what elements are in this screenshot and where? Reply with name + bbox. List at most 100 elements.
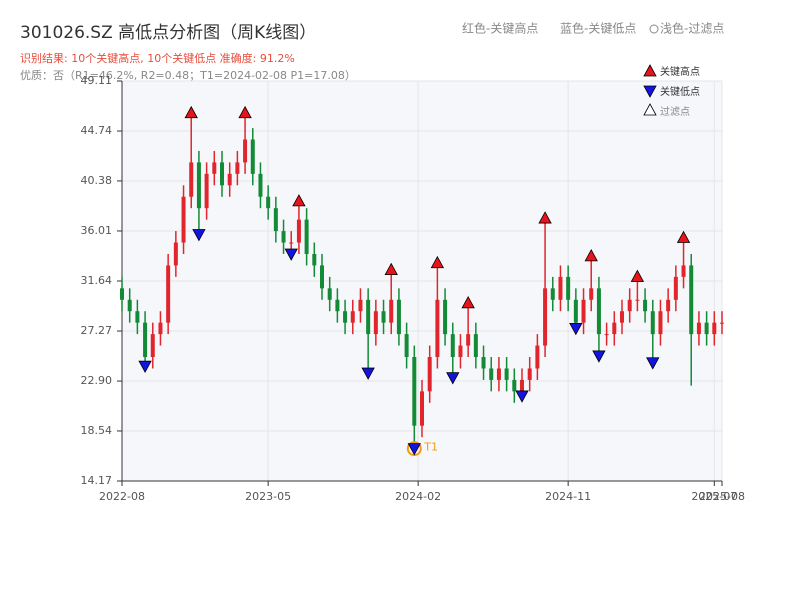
candle-body: [312, 253, 317, 266]
candle-body: [412, 357, 417, 426]
candle-body: [358, 299, 363, 312]
candle-body: [250, 139, 255, 174]
candle-body: [720, 322, 724, 324]
x-tick-label: 2025-08: [699, 490, 745, 503]
x-tick-label: 2024-11: [545, 490, 591, 503]
x-tick-label: 2023-05: [245, 490, 291, 503]
key-high-marker: [461, 295, 475, 309]
candle-body: [181, 196, 186, 243]
candle-body: [420, 391, 424, 426]
candle-body: [496, 368, 501, 380]
y-tick-label: 31.64: [81, 274, 113, 287]
candle-body: [643, 299, 648, 312]
candle-body: [235, 162, 240, 174]
candle-body: [473, 334, 478, 358]
key-high-marker: [292, 194, 306, 207]
top-legend: 红色-关键高点: [462, 21, 538, 36]
candle-body: [696, 322, 701, 335]
candle-body: [189, 162, 194, 197]
candle-body: [589, 288, 594, 300]
key-low-marker: [407, 443, 421, 456]
candle-body: [296, 219, 301, 243]
candle-body: [335, 299, 340, 312]
candle-body: [373, 311, 378, 335]
candle-body: [681, 265, 686, 277]
candle-body: [520, 379, 524, 392]
candle-body: [558, 276, 563, 300]
key-high-marker: [238, 105, 252, 119]
candle-body: [166, 265, 171, 323]
candle-body: [443, 299, 448, 335]
key-low-marker: [284, 248, 298, 261]
candle-body: [620, 311, 624, 323]
key-high-marker: [430, 255, 445, 269]
candle-body: [612, 322, 617, 335]
candle-body: [381, 311, 386, 323]
key-high-marker: [184, 105, 198, 119]
candle-body: [366, 299, 371, 335]
candle-body: [573, 299, 578, 323]
candle-body: [220, 162, 224, 186]
candle-body: [304, 219, 309, 254]
candle-body: [627, 299, 632, 312]
y-tick-label: 44.74: [81, 124, 113, 137]
key-high-marker: [538, 211, 552, 224]
y-tick-label: 36.01: [81, 224, 113, 237]
candle-body: [196, 162, 201, 209]
candle-body: [158, 322, 163, 335]
candle-body: [673, 276, 678, 300]
candle-body: [204, 173, 209, 209]
key-low-marker: [361, 367, 375, 380]
candle-body: [389, 299, 394, 323]
key-low-marker: [569, 322, 583, 336]
candle-body: [504, 368, 509, 380]
candle-body: [458, 345, 463, 358]
candle-body: [666, 299, 671, 312]
legend-icon: [649, 24, 659, 34]
key-high-marker: [676, 230, 691, 243]
top-legend: 蓝色-关键低点: [560, 22, 636, 36]
legend-label: 过滤点: [660, 105, 690, 118]
candle-body: [604, 334, 609, 336]
candle-body: [450, 334, 455, 358]
x-tick-label: 2024-02: [395, 490, 441, 503]
candle-body: [212, 162, 217, 174]
subtitle: 识别结果: 10个关键高点, 10个关键低点 准确度: 91.2%: [20, 51, 295, 65]
candle-body: [712, 322, 717, 335]
key-low-marker: [592, 350, 606, 363]
candle-body: [266, 196, 271, 209]
x-tick-label: 2025-07: [691, 490, 737, 503]
candle-body: [512, 379, 517, 392]
y-tick-label: 22.90: [81, 374, 113, 387]
candle-body: [143, 322, 148, 358]
candle-body: [689, 265, 694, 335]
candle-body: [150, 334, 155, 358]
candle-body: [273, 208, 278, 232]
candle-body: [173, 242, 178, 266]
candle-body: [550, 288, 555, 300]
y-tick-label: 49.11: [81, 74, 113, 87]
legend-label: 关键高点: [660, 65, 700, 78]
candle-body: [658, 311, 663, 335]
key-low-marker: [446, 372, 460, 385]
candle-body: [466, 334, 471, 346]
key-high-marker: [584, 249, 598, 262]
note: 优质：否（R1=46.2%, R2=0.48；T1=2024-02-08 P1=…: [20, 69, 356, 82]
candle-body: [435, 299, 440, 358]
candle-body: [343, 311, 348, 323]
candle-body: [543, 288, 548, 346]
y-tick-label: 27.27: [81, 324, 113, 337]
legend-icon: [643, 64, 657, 77]
key-low-marker: [138, 360, 152, 374]
candle-body: [127, 299, 132, 312]
candle-body: [320, 265, 324, 289]
candle-body: [566, 276, 571, 300]
candle-body: [281, 231, 286, 243]
candle-body: [289, 242, 294, 244]
key-low-marker: [646, 357, 660, 370]
candle-body: [704, 322, 709, 335]
candle-body: [635, 299, 640, 301]
candle-body: [327, 288, 332, 300]
candle-body: [489, 368, 494, 380]
